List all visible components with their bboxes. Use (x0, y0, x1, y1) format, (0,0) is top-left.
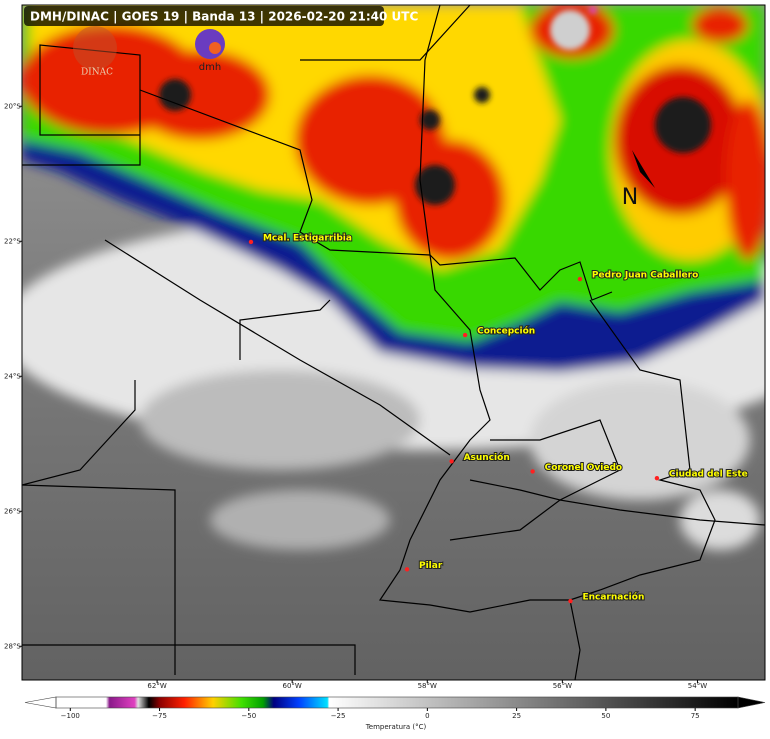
north-arrow (632, 150, 655, 188)
city-marker (530, 469, 535, 474)
y-tick-label: 26°S (4, 507, 21, 515)
colorbar-extend-low (24, 696, 57, 709)
dmh-logo-dot (209, 42, 221, 54)
city-label: Concepción (477, 326, 535, 337)
x-tick-label: 62°W (147, 682, 166, 690)
city-label: Pilar (419, 561, 443, 571)
city-label: Ciudad del Este (669, 470, 748, 480)
city-label: Asunción (464, 452, 510, 463)
city-marker (568, 598, 573, 604)
dmh-logo (195, 29, 225, 59)
x-tick-label: 56°W (553, 682, 572, 690)
colorbar-tick-label: 25 (512, 712, 521, 720)
y-tick-label: 28°S (4, 642, 21, 650)
city-label: Coronel Oviedo (545, 463, 622, 473)
colorbar (56, 697, 738, 708)
dinac-logo (73, 26, 117, 70)
y-tick-label: 24°S (4, 372, 21, 380)
y-tick-label: 20°S (4, 102, 21, 110)
borders (22, 5, 765, 680)
city-label: Encarnación (582, 592, 644, 603)
colorbar-tick-label: 75 (691, 712, 700, 720)
colorbar-extend-high (737, 696, 766, 709)
colorbar-tick-label: −75 (152, 712, 167, 720)
colorbar-tick-label: −100 (61, 712, 80, 720)
x-tick-label: 58°W (418, 682, 437, 690)
colorbar-frame (55, 696, 739, 709)
logo-text: dmh (199, 62, 221, 73)
city-marker (248, 239, 254, 245)
logo-text: DINAC (81, 68, 113, 78)
north-label: N (622, 185, 638, 210)
y-tick-label: 22°S (4, 237, 21, 245)
city-label: Mcal. Estigarribia (263, 233, 352, 243)
colorbar-tick-label: 0 (425, 712, 429, 720)
city-marker (449, 459, 454, 464)
colorbar-tick-label: −50 (241, 712, 256, 720)
city-label: Pedro Juan Caballero (592, 271, 698, 281)
city-marker (577, 276, 583, 282)
map-frame (21, 4, 766, 681)
colorbar-tick-label: −25 (331, 712, 346, 720)
x-tick-label: 54°W (688, 682, 707, 690)
satellite-image (22, 5, 765, 680)
title: DMH/DINAC | GOES 19 | Banda 13 | 2026-02… (30, 10, 418, 24)
colorbar-tick-label: 50 (601, 712, 610, 720)
city-marker (462, 332, 468, 338)
colorbar-label: Temperatura (°C) (365, 723, 427, 731)
city-marker (404, 567, 410, 572)
city-marker (654, 475, 660, 481)
x-tick-label: 60°W (283, 682, 302, 690)
title-box (24, 6, 384, 26)
